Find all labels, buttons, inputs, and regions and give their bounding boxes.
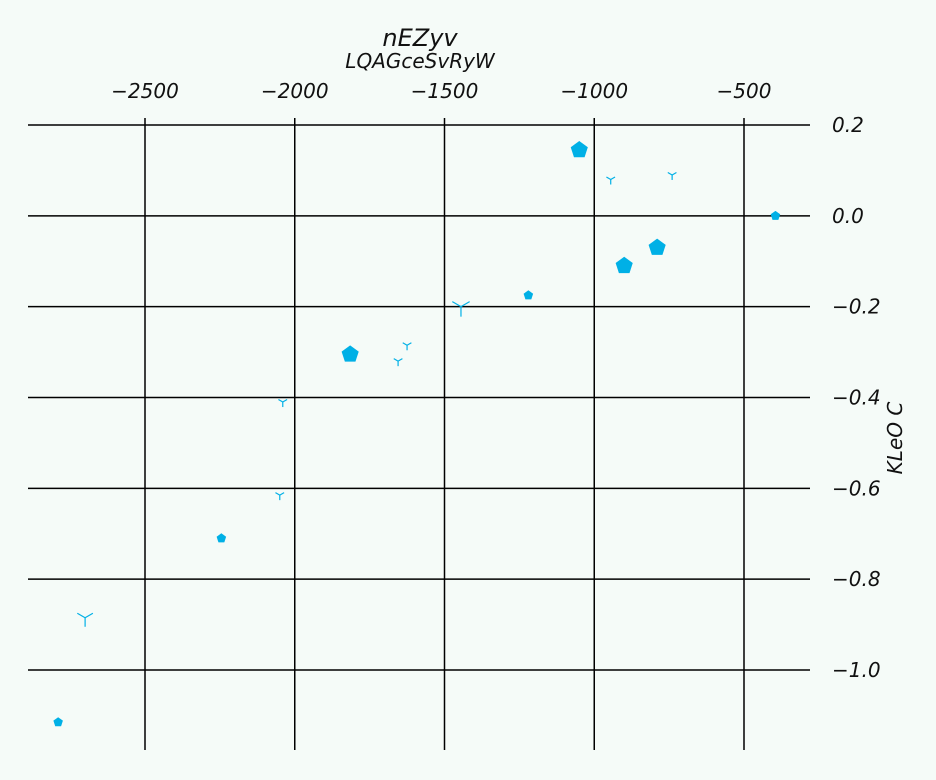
- data-points: [53, 140, 781, 727]
- tri-down-point: [77, 612, 94, 627]
- x-tick-label: −1500: [411, 79, 479, 103]
- y-tick-label: −1.0: [832, 658, 881, 682]
- chart-title: nEZyv: [382, 24, 458, 52]
- tri-down-point: [402, 342, 412, 351]
- pentagon-point: [770, 210, 781, 220]
- y-tick-labels: 0.2 0.0 −0.2 −0.4 −0.6 −0.8 −1.0: [832, 113, 881, 682]
- x-tick-label: −1000: [560, 79, 628, 103]
- tri-down-point: [606, 176, 616, 185]
- y-tick-label: 0.0: [832, 204, 864, 228]
- x-tick-label: −2500: [111, 79, 179, 103]
- tri-down-point: [278, 399, 288, 408]
- tri-down-point: [667, 171, 677, 180]
- tri-down-point: [393, 358, 403, 367]
- pentagon-point: [216, 533, 227, 543]
- x-tick-label: −500: [717, 79, 772, 103]
- pentagon-point: [648, 238, 666, 255]
- pentagon-point: [341, 345, 359, 362]
- y-tick-label: −0.8: [832, 567, 881, 591]
- pentagon-point: [523, 290, 534, 300]
- chart-subtitle: LQAGceSvRyW: [345, 49, 496, 73]
- y-axis-label: KLeO C: [883, 402, 907, 475]
- x-tick-label: −2000: [261, 79, 329, 103]
- pentagon-point: [53, 717, 63, 727]
- y-tick-label: 0.2: [832, 113, 864, 137]
- grid: [28, 118, 810, 750]
- tri-down-point: [452, 301, 470, 317]
- x-tick-labels: −2500 −2000 −1500 −1000 −500: [111, 79, 771, 103]
- y-tick-label: −0.2: [832, 295, 881, 319]
- pentagon-point: [615, 256, 633, 274]
- pentagon-point: [570, 140, 588, 158]
- y-tick-label: −0.4: [832, 386, 881, 410]
- tri-down-point: [275, 492, 285, 501]
- y-tick-label: −0.6: [832, 476, 881, 500]
